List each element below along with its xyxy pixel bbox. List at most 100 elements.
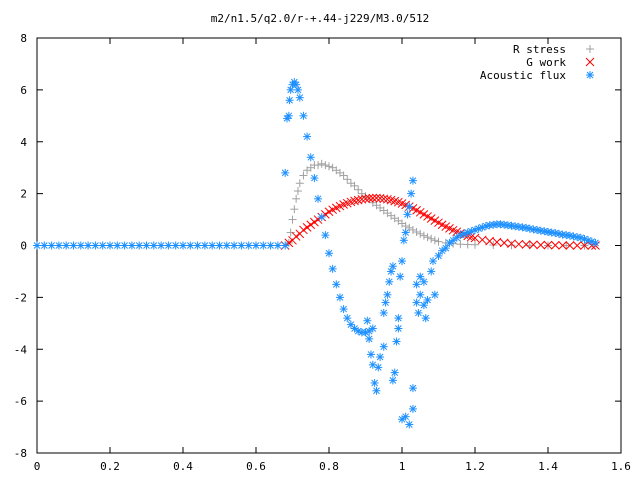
data-point [120,241,129,250]
data-point [591,238,600,247]
data-point [361,194,370,204]
data-point [427,234,436,243]
data-point [299,111,308,120]
data-point [412,280,421,289]
x-tick-label: 0.2 [100,460,120,473]
data-point [379,194,389,204]
data-point [364,193,374,203]
data-point [383,290,392,299]
data-point [427,267,436,276]
data-point [325,249,333,258]
data-point [306,220,316,230]
y-tick-label: -2 [14,291,27,304]
data-point [396,272,405,281]
data-point [288,215,297,224]
data-point [285,96,294,105]
data-point [372,386,381,395]
data-point [408,404,417,413]
data-point [76,241,85,250]
data-point [429,257,438,266]
data-point [328,264,337,273]
data-point [149,241,158,250]
data-point [343,314,352,323]
data-point [430,236,439,245]
data-point [237,241,246,250]
data-point [350,324,359,333]
data-point [40,241,49,250]
data-point [388,262,397,271]
data-point [346,320,355,329]
data-point [332,280,341,289]
x-tick-label: 0.4 [173,460,193,473]
data-point [399,236,408,245]
legend-marker [586,71,594,79]
data-point [416,272,425,281]
data-point [302,222,312,232]
data-point [303,132,312,141]
data-point [474,224,483,233]
data-point [430,290,439,299]
data-point [293,187,302,196]
data-point [529,240,538,250]
data-point [113,241,122,250]
data-point [314,161,323,170]
data-point [200,241,209,250]
data-point [423,233,432,242]
legend-marker [586,45,594,53]
data-point [463,240,472,249]
data-point [536,240,546,250]
data-point [379,342,388,351]
data-point [325,162,333,171]
data-point [368,324,377,333]
data-point [398,257,406,266]
data-point [477,235,487,245]
data-point [434,237,443,246]
y-tick-label: 8 [20,32,27,45]
data-point [388,376,397,385]
data-point [580,235,589,244]
data-point [572,241,582,250]
data-point [306,153,315,162]
data-point [419,277,428,286]
data-point [69,241,78,250]
data-point [47,241,56,250]
data-point [91,241,100,250]
data-point [376,353,385,362]
x-tick-label: 0 [34,460,41,473]
data-point [295,179,304,188]
data-point [98,241,107,250]
data-point [562,241,571,250]
data-point [135,241,144,250]
data-point [54,241,63,250]
data-point [361,328,370,337]
y-tick-label: -6 [14,395,27,408]
data-point [412,228,421,237]
data-point [244,241,253,250]
data-point [412,298,421,307]
data-point [365,334,374,343]
data-point [186,241,195,250]
data-point [580,241,589,250]
data-point [368,193,378,203]
data-point [299,225,308,235]
data-point [164,241,173,250]
data-point [407,189,416,198]
legend-marker [585,57,595,67]
x-tick-label: 1.6 [611,460,631,473]
data-point [383,194,392,204]
y-tick-label: 0 [20,240,27,253]
data-point [485,236,494,246]
data-point [259,241,268,250]
data-point [357,194,367,204]
data-point [366,350,375,359]
data-point [62,241,71,250]
data-point [350,196,359,206]
data-point [363,316,372,325]
data-point [434,251,443,260]
data-point [299,171,308,180]
data-point [230,241,239,250]
data-point [421,314,430,323]
data-point [171,241,180,250]
data-point [441,244,450,253]
